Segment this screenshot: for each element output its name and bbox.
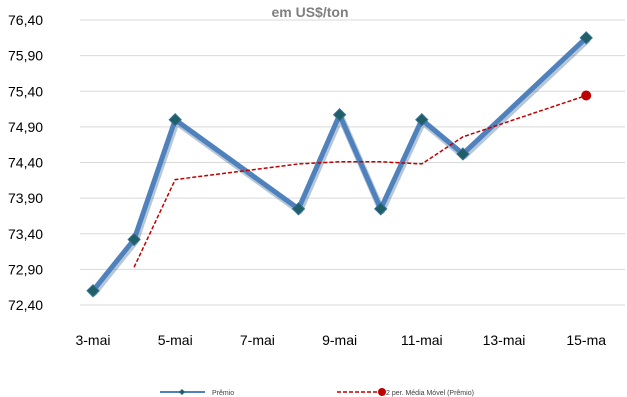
x-tick-label: 9-mai [322,332,357,348]
x-axis-tick-labels: 3-mai 5-mai 7-mai 9-mai 11-mai 13-mai 15-ma [75,332,606,348]
series-line-premio [90,35,589,294]
x-tick-label: 11-mai [401,332,443,348]
data-point-premio [456,147,470,161]
y-tick-label: 74,40 [8,155,43,171]
legend-marker-premio [179,389,185,395]
data-point-premio [373,202,388,216]
x-tick-label: 3-mai [75,332,110,348]
data-point-premio [168,113,182,127]
series-line-moving-average [133,94,587,268]
legend-label-premio: Prêmio [212,390,234,397]
data-point-premio [86,284,100,298]
chart-title: em US$/ton [271,4,348,20]
y-tick-label: 74,90 [8,119,43,135]
y-tick-label: 72,40 [8,297,43,313]
y-tick-label: 75,90 [8,48,43,64]
legend-label-moving-average: 2 per. Média Móvel (Prêmio) [386,390,474,397]
y-tick-label: 76,40 [8,12,43,28]
x-tick-label: 5-mai [158,332,193,348]
y-tick-label: 75,40 [8,83,43,99]
y-tick-label: 72,90 [8,261,43,277]
y-tick-label: 73,90 [8,190,43,206]
data-point-premio [415,113,429,127]
x-tick-label: 13-mai [483,332,526,348]
legend: Prêmio 2 per. Média Móvel (Prêmio) [160,388,474,397]
data-point-premio [579,31,593,45]
data-point-premio [332,108,347,122]
y-tick-label: 73,40 [8,226,43,242]
series-line-shadow [90,36,591,297]
x-tick-label: 15-ma [566,332,606,348]
moving-average-end-point [581,90,592,101]
data-point-premio [291,202,306,216]
series-layer [86,31,593,298]
x-tick-label: 7-mai [240,332,275,348]
legend-marker-moving-average [378,388,386,396]
y-axis-tick-labels: 72,40 72,90 73,40 73,90 74,40 74,90 75,40 75,90… [8,12,43,313]
data-point-premio [127,232,141,247]
